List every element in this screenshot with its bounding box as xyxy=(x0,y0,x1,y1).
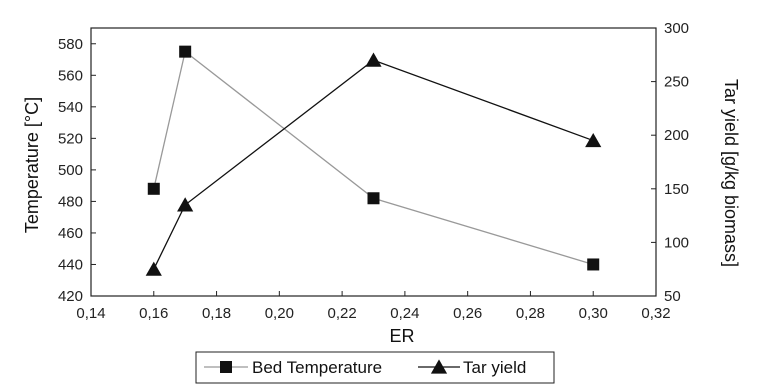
right-y-tick-label: 100 xyxy=(664,234,689,251)
legend-marker-bed-temperature xyxy=(220,361,232,373)
bed-temperature-point xyxy=(367,192,380,205)
x-axis-ticks: 0,14 0,16 0,18 0,20 0,22 0,24 0,26 0,28 0,30 0,32 xyxy=(76,291,671,322)
left-y-tick-label: 440 xyxy=(58,256,83,273)
left-y-tick-label: 540 xyxy=(58,99,83,116)
left-y-tick-label: 580 xyxy=(58,36,83,53)
x-axis-title: ER xyxy=(389,326,414,346)
left-y-tick-label: 560 xyxy=(58,67,83,84)
left-y-axis-title: Temperature [°C] xyxy=(22,97,42,233)
right-y-tick-label: 150 xyxy=(664,181,689,198)
bed-temperature-point xyxy=(147,182,160,195)
x-tick-label: 0,32 xyxy=(641,305,670,322)
legend-box xyxy=(195,351,555,384)
x-tick-label: 0,24 xyxy=(390,305,419,322)
left-y-tick-label: 460 xyxy=(58,225,83,242)
plot-border xyxy=(90,27,657,297)
x-tick-label: 0,18 xyxy=(202,305,231,322)
x-tick-label: 0,26 xyxy=(453,305,482,322)
x-tick-label: 0,14 xyxy=(76,305,105,322)
bed-temperature-point xyxy=(179,45,192,58)
series-layer xyxy=(145,45,602,276)
right-y-tick-label: 200 xyxy=(664,127,689,144)
tar-yield-line xyxy=(153,59,594,270)
x-tick-label: 0,30 xyxy=(579,305,608,322)
left-y-tick-label: 520 xyxy=(58,130,83,147)
left-y-tick-label: 480 xyxy=(58,193,83,210)
right-y-axis-title: Tar yield [g/kg biomass] xyxy=(721,79,741,267)
tar-yield-point xyxy=(585,132,602,148)
legend: Bed Temperature Tar yield xyxy=(195,351,555,384)
x-tick-label: 0,16 xyxy=(139,305,168,322)
legend-marker-tar-yield xyxy=(430,359,448,374)
bed-temperature-point xyxy=(587,258,600,271)
tar-yield-point xyxy=(177,197,194,212)
right-y-tick-label: 300 xyxy=(664,20,689,37)
right-y-tick-label: 50 xyxy=(664,288,681,305)
legend-label-bed-temperature: Bed Temperature xyxy=(252,358,382,377)
x-tick-label: 0,20 xyxy=(265,305,294,322)
left-y-tick-label: 500 xyxy=(58,162,83,179)
plot-frame xyxy=(90,27,657,297)
right-y-tick-label: 250 xyxy=(664,74,689,91)
right-y-axis-ticks: 50 100 150 200 250 300 xyxy=(651,20,689,305)
legend-label-tar-yield: Tar yield xyxy=(463,358,526,377)
tar-yield-point xyxy=(145,261,162,276)
bed-temperature-line xyxy=(153,50,594,266)
x-tick-label: 0,28 xyxy=(516,305,545,322)
tar-yield-point xyxy=(365,52,382,67)
x-tick-label: 0,22 xyxy=(328,305,357,322)
left-y-axis-ticks: 420 440 460 480 500 520 540 560 580 xyxy=(58,36,96,305)
left-y-tick-label: 420 xyxy=(58,288,83,305)
